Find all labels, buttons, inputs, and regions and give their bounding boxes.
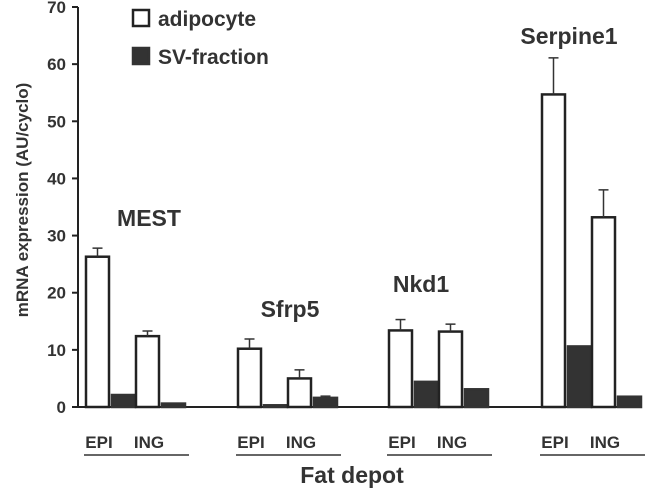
group-label: Serpine1 [520, 23, 617, 49]
depot-label: EPI [237, 433, 264, 452]
y-tick-label: 70 [47, 0, 66, 17]
legend: adipocyte SV-fraction [131, 8, 269, 69]
legend-swatch [131, 46, 151, 66]
bar [312, 396, 339, 409]
y-tick-label: 0 [57, 398, 66, 417]
depot-label: ING [286, 433, 316, 452]
bar [463, 388, 490, 409]
group-label: Nkd1 [393, 271, 449, 297]
bar [387, 329, 414, 409]
bar [110, 393, 137, 409]
group-label: Sfrp5 [261, 296, 320, 322]
bar [236, 347, 263, 409]
bar [566, 345, 593, 409]
y-tick-label: 30 [47, 227, 66, 246]
bar [262, 404, 289, 409]
bar [134, 334, 161, 409]
bar [413, 380, 440, 409]
bar [540, 93, 567, 409]
depot-label: ING [590, 433, 620, 452]
y-tick-label: 50 [47, 112, 66, 131]
bar [160, 402, 187, 409]
y-tick-label: 20 [47, 284, 66, 303]
depot-label: ING [437, 433, 467, 452]
depot-label: EPI [388, 433, 415, 452]
y-tick-label: 10 [47, 341, 66, 360]
y-tick-label: 60 [47, 55, 66, 74]
legend-swatch [131, 8, 151, 28]
x-axis-title: Fat depot [300, 462, 404, 488]
legend-label: adipocyte [158, 8, 256, 31]
depot-label: EPI [541, 433, 568, 452]
bars [84, 57, 643, 409]
group-label: MEST [117, 205, 181, 231]
y-axis-title: mRNA expression (AU/cyclo) [13, 83, 32, 318]
depot-label: EPI [85, 433, 112, 452]
bar [437, 330, 464, 409]
bar [286, 377, 313, 409]
bar [84, 255, 111, 409]
legend-label: SV-fraction [158, 46, 269, 69]
bar [590, 216, 617, 409]
y-tick-label: 40 [47, 169, 66, 188]
bar [616, 395, 643, 409]
depot-label: ING [134, 433, 164, 452]
labels: EPI ING MEST EPI ING Sfrp5 EPI ING Nkd1 EPI ING Ser… [84, 23, 645, 456]
